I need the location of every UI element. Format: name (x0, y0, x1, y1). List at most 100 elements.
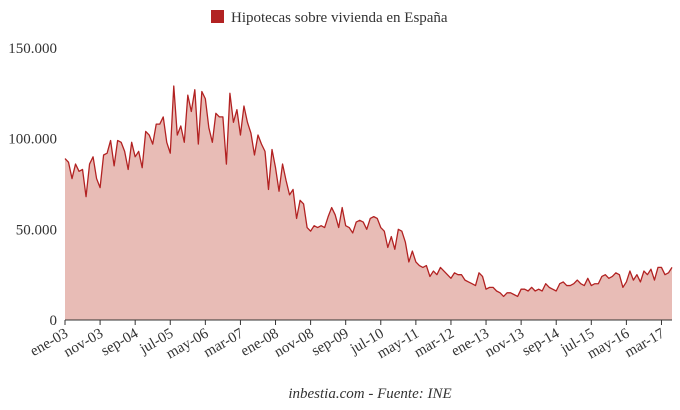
data-point (64, 157, 67, 160)
data-point (204, 97, 207, 100)
data-point (190, 110, 193, 113)
data-point (288, 193, 291, 196)
data-point (137, 150, 140, 153)
data-point (555, 289, 558, 292)
data-point (548, 286, 551, 289)
data-point (537, 288, 540, 291)
data-point (572, 282, 575, 285)
data-point (604, 273, 607, 276)
data-point (344, 224, 347, 227)
data-point (646, 273, 649, 276)
data-point (404, 241, 407, 244)
data-point (109, 139, 112, 142)
data-point (492, 286, 495, 289)
data-point (74, 163, 77, 166)
data-point (590, 284, 593, 287)
data-point (334, 213, 337, 216)
data-point (435, 273, 438, 276)
data-point (390, 235, 393, 238)
data-point (449, 277, 452, 280)
data-point (649, 268, 652, 271)
data-point (256, 134, 259, 137)
data-point (523, 288, 526, 291)
data-point (439, 266, 442, 269)
data-point (625, 280, 628, 283)
data-point (485, 288, 488, 291)
data-point (172, 85, 175, 88)
x-tick-label: sep-04 (99, 325, 142, 359)
x-tick-label: sep-09 (309, 326, 352, 360)
data-point (88, 163, 91, 166)
data-point (428, 275, 431, 278)
data-point (446, 273, 449, 276)
data-point (635, 273, 638, 276)
data-point (158, 123, 161, 126)
data-point (130, 141, 133, 144)
data-point (667, 271, 670, 274)
data-point (165, 141, 168, 144)
data-point (618, 273, 621, 276)
data-point (499, 291, 502, 294)
data-point (330, 206, 333, 209)
data-point (467, 280, 470, 283)
data-point (365, 228, 368, 231)
data-point (534, 289, 537, 292)
data-point (351, 231, 354, 234)
data-point (197, 143, 200, 146)
y-tick-label: 150.000 (8, 41, 57, 57)
data-point (313, 224, 316, 227)
data-point (263, 150, 266, 153)
data-point (397, 228, 400, 231)
x-tick-label: ene-08 (238, 326, 281, 360)
data-point (239, 134, 242, 137)
data-point (520, 288, 523, 291)
data-point (358, 219, 361, 222)
data-point (565, 284, 568, 287)
data-point (228, 92, 231, 95)
data-point (232, 121, 235, 124)
data-point (541, 289, 544, 292)
data-point (141, 166, 144, 169)
data-point (614, 271, 617, 274)
data-point (176, 134, 179, 137)
data-point (116, 139, 119, 142)
legend[interactable]: Hipotecas sobre vivienda en España (211, 10, 448, 26)
data-point (285, 179, 288, 182)
x-tick-label: mar-12 (412, 326, 457, 361)
data-point (579, 282, 582, 285)
data-point (211, 141, 214, 144)
data-point (478, 271, 481, 274)
data-point (274, 166, 277, 169)
data-point (372, 215, 375, 218)
data-point (597, 282, 600, 285)
data-point (453, 271, 456, 274)
legend-swatch (211, 10, 224, 23)
data-point (67, 161, 70, 164)
data-point (509, 291, 512, 294)
data-point (221, 115, 224, 118)
data-point (411, 250, 414, 253)
x-tick-label: sep-14 (520, 325, 563, 359)
legend-label: Hipotecas sobre vivienda en España (231, 10, 448, 26)
data-point (421, 266, 424, 269)
data-point (607, 277, 610, 280)
data-point (306, 226, 309, 229)
data-point (639, 280, 642, 283)
series-line (64, 85, 673, 298)
data-point (544, 282, 547, 285)
data-point (569, 284, 572, 287)
data-point (302, 202, 305, 205)
data-point (456, 273, 459, 276)
data-point (369, 217, 372, 220)
data-point (593, 282, 596, 285)
data-point (527, 289, 530, 292)
data-point (281, 163, 284, 166)
data-point (671, 266, 674, 269)
data-point (516, 295, 519, 298)
data-point (474, 284, 477, 287)
data-point (292, 188, 295, 191)
data-point (562, 280, 565, 283)
data-point (295, 217, 298, 220)
data-point (530, 286, 533, 289)
data-point (71, 177, 74, 180)
